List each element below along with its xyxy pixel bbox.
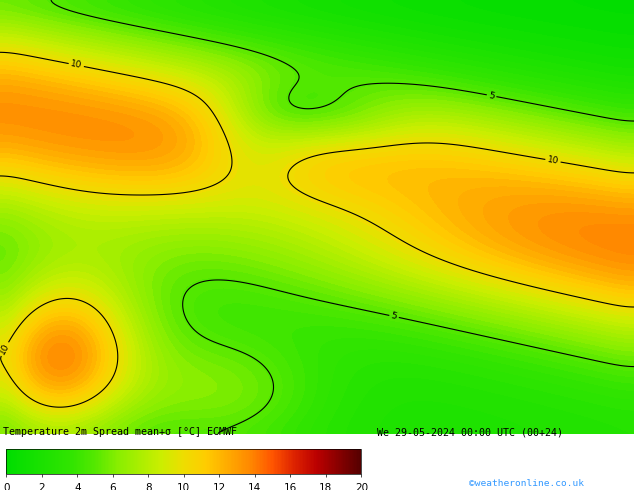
Text: 5: 5	[488, 91, 495, 100]
Text: We 29-05-2024 00:00 UTC (00+24): We 29-05-2024 00:00 UTC (00+24)	[377, 427, 563, 437]
Text: ©weatheronline.co.uk: ©weatheronline.co.uk	[469, 479, 584, 488]
Text: 10: 10	[547, 155, 559, 166]
Text: 10: 10	[0, 342, 11, 356]
Text: 5: 5	[391, 312, 398, 321]
Text: 10: 10	[70, 59, 83, 71]
Text: Temperature 2m Spread mean+σ [°C] ECMWF: Temperature 2m Spread mean+σ [°C] ECMWF	[3, 427, 237, 437]
